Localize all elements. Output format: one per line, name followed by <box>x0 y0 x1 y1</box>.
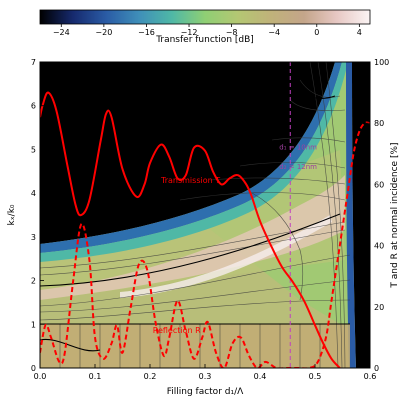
y2-tick-label: 60 <box>374 180 384 189</box>
heatmap-black-region <box>40 62 335 244</box>
y-axis-label: kₓ/k₀ <box>7 204 17 225</box>
annotations: d₁ = 10nm d₂ = 12nm <box>279 143 317 171</box>
x-axis-ticks: 0.0 0.1 0.2 0.3 0.4 0.5 0.6 <box>34 364 377 381</box>
y2-tick-label: 80 <box>374 119 384 128</box>
x-tick-label: 0.6 <box>364 372 377 381</box>
x-tick-label: 0.1 <box>89 372 102 381</box>
series-layer <box>40 91 370 368</box>
heatmap-bright-ridge <box>120 215 332 298</box>
heatmap-fringe <box>40 62 342 253</box>
x-tick-label: 0.0 <box>34 372 47 381</box>
heatmap-right-blue <box>346 62 356 368</box>
heatmap-pink-band <box>40 175 345 300</box>
series-labels: Transmission T Reflection R <box>153 176 220 335</box>
y2-tick-label: 0 <box>374 364 379 373</box>
x-tick-label: 0.4 <box>254 372 267 381</box>
heatmap <box>40 62 370 368</box>
y-axis-ticks: 0 1 2 3 4 5 6 7 <box>31 58 44 373</box>
y2-tick-label: 40 <box>374 242 384 251</box>
series-label-0: Transmission T <box>160 176 220 185</box>
y-tick-label: 5 <box>31 145 36 154</box>
y-tick-label: 1 <box>31 320 36 329</box>
colorbar-tick-label: −24 <box>53 28 70 37</box>
series-line-0 <box>40 91 341 368</box>
colorbar-tick-label: −20 <box>95 28 112 37</box>
colorbar-tick-label: 0 <box>314 28 319 37</box>
x-tick-label: 0.5 <box>309 372 322 381</box>
y-tick-label: 2 <box>31 277 36 286</box>
y-tick-label: 4 <box>31 189 36 198</box>
annotation-0: d₁ = 10nm <box>279 143 317 151</box>
y-tick-label: 3 <box>31 233 36 242</box>
colorbar-ticks: −24 −20 −16 −12 −8 −4 0 4 <box>53 24 362 37</box>
y2-tick-label: 20 <box>374 303 384 312</box>
colorbar: −24 −20 −16 −12 −8 −4 0 4 Transfer function [dB… <box>39 9 371 45</box>
annotation-1: d₂ = 12nm <box>279 163 317 171</box>
contour-lines <box>40 62 351 368</box>
colorbar-bar <box>39 9 371 25</box>
colorbar-label: Transfer function [dB] <box>155 35 254 45</box>
contour-lines-dark <box>40 74 350 352</box>
heatmap-bottom-strip <box>40 324 350 368</box>
series-line-1 <box>40 121 370 368</box>
colorbar-tick-label: −8 <box>226 28 238 37</box>
colorbar-tick-label: −4 <box>268 28 280 37</box>
x-tick-label: 0.3 <box>199 372 212 381</box>
y2-tick-label: 100 <box>374 58 389 67</box>
y-tick-label: 6 <box>31 102 36 111</box>
colorbar-tick-label: 4 <box>357 28 362 37</box>
y-tick-label: 7 <box>31 58 36 67</box>
series-label-1: Reflection R <box>153 326 201 335</box>
y2-axis-ticks: 0 20 40 60 80 100 <box>366 58 389 373</box>
x-tick-label: 0.2 <box>144 372 157 381</box>
x-axis-label: Filling factor d₁/Λ <box>167 387 244 397</box>
colorbar-tick-label: −12 <box>181 28 198 37</box>
y2-axis-label: T and R at normal incidence [%] <box>390 142 400 288</box>
y-tick-label: 0 <box>31 364 36 373</box>
colorbar-tick-label: −16 <box>138 28 155 37</box>
